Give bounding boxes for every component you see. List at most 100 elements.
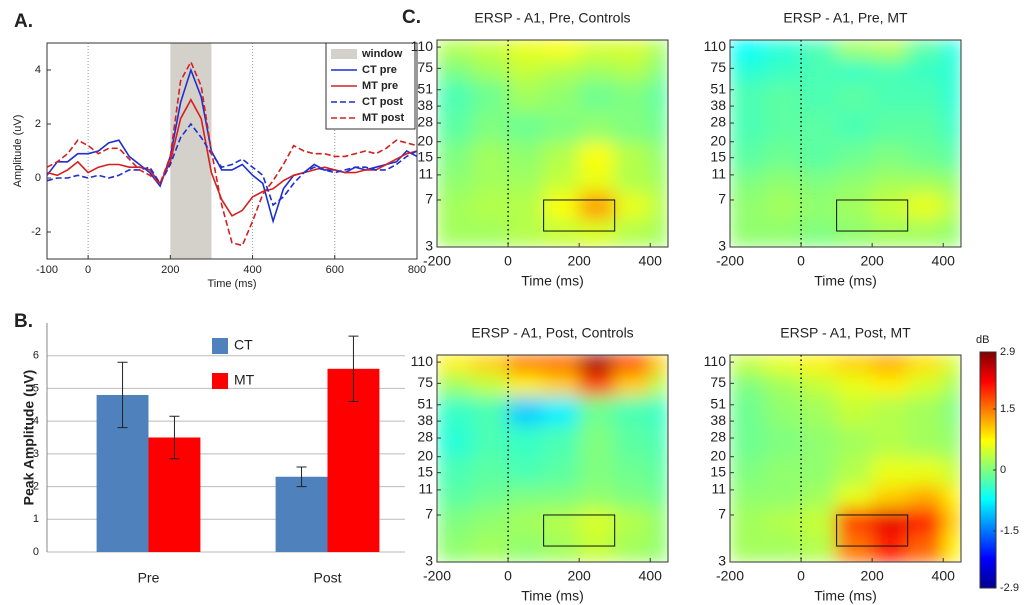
heatmap-cell [800, 507, 838, 535]
heatmap-cell [942, 80, 961, 112]
heatmap-cell [437, 141, 474, 171]
window-band [170, 43, 212, 259]
heatmap-cell [907, 57, 944, 82]
plot-frame [436, 354, 669, 563]
heatmap-cell [907, 355, 944, 374]
heatmap-cell [507, 141, 545, 171]
series-line [46, 122, 418, 207]
heatmap-cell [800, 218, 838, 247]
heatmap-cell [472, 80, 509, 112]
heatmap-cell [472, 110, 509, 143]
heatmap-cell [472, 218, 509, 247]
heatmap-cell [437, 169, 474, 194]
heatmap-cell [543, 456, 580, 486]
heatmap-cell [942, 57, 961, 82]
x-axis-label: Time (ms) [207, 278, 256, 290]
heatmap-cell [649, 80, 668, 112]
heatmap-cell [871, 456, 909, 486]
plot-frame [729, 354, 962, 563]
heatmap-cell [543, 533, 580, 562]
y-tick-label: 0 [33, 546, 39, 558]
heatmap-cell [437, 57, 474, 82]
y-tick-label: -2 [31, 226, 41, 238]
heatmap-cell [907, 192, 944, 220]
heatmap-area [437, 40, 668, 247]
y-tick-label: 7 [425, 506, 433, 522]
y-tick-label: 7 [718, 191, 726, 207]
heatmap-cell [614, 395, 651, 427]
heatmap-cell [437, 40, 474, 59]
heatmap-cell [765, 507, 802, 535]
x-tick-label: Pre [138, 570, 160, 586]
window-box [543, 514, 616, 547]
legend-label: CT post [362, 96, 403, 108]
y-tick-label: 110 [411, 353, 434, 369]
heatmap-cell [507, 456, 545, 486]
heatmap-cell [942, 169, 961, 194]
heatmap-cell [578, 218, 616, 247]
heatmap-cell [543, 372, 580, 397]
heatmap-cell [507, 372, 545, 397]
heatmap-cell [649, 57, 668, 82]
x-tick-label: 200 [161, 264, 179, 276]
heatmap-cell [871, 507, 909, 535]
heatmap-cell [649, 507, 668, 535]
heatmap-cell [543, 425, 580, 458]
heatmap-cell [472, 57, 509, 82]
heatmap-cell [730, 533, 767, 562]
window-box [836, 199, 909, 232]
heatmap-cell [507, 57, 545, 82]
heatmap-cell [836, 141, 873, 171]
x-tick-label: 200 [860, 568, 884, 584]
series-line [46, 98, 418, 217]
y-tick-label: 75 [710, 59, 726, 75]
y-tick-label: 110 [411, 38, 434, 54]
heatmap-cell [730, 169, 767, 194]
heatmap-cell [437, 110, 474, 143]
heatmap-cell [614, 169, 651, 194]
error-bar [169, 415, 180, 460]
heatmap-cell [942, 110, 961, 143]
y-tick-label: 3 [33, 448, 39, 460]
y-tick-label: 11 [711, 481, 726, 497]
heatmap-cell [543, 192, 580, 220]
heatmap-cell [800, 484, 838, 509]
heatmap-cell [472, 355, 509, 374]
heatmap-cell [800, 425, 838, 458]
heatmap-cell [765, 192, 802, 220]
heatmap-cell [907, 533, 944, 562]
heatmap-cell [907, 395, 944, 427]
heatmap-area [730, 355, 961, 562]
x-tick-label: -200 [716, 568, 744, 584]
panel-label: B. [14, 311, 33, 332]
heatmap-cell [907, 141, 944, 171]
heatmap-cell [871, 169, 909, 194]
y-tick-label: 11 [418, 166, 433, 182]
chart-title: ERSP - A1, Post, Controls [471, 325, 633, 341]
x-tick-label: 0 [504, 568, 512, 584]
heatmap-cell [649, 533, 668, 562]
heatmap-cell [543, 141, 580, 171]
heatmap-cell [437, 80, 474, 112]
x-tick-label: -200 [423, 253, 451, 269]
heatmap-cell [871, 192, 909, 220]
y-tick-label: 15 [417, 463, 433, 479]
heatmap-cell [836, 372, 873, 397]
colorbar-tick-label: 1.5 [1000, 403, 1015, 415]
legend-label: CT pre [362, 64, 397, 76]
heatmap-cell [942, 141, 961, 171]
heatmap-cell [765, 141, 802, 171]
y-tick-label: 3 [718, 553, 726, 569]
x-tick-label: 400 [932, 253, 956, 269]
heatmap-cell [543, 57, 580, 82]
heatmap-cell [472, 141, 509, 171]
y-axis-label: Peak Amplitude (uV) [21, 370, 37, 506]
heatmap-cell [614, 110, 651, 143]
heatmap-cell [614, 372, 651, 397]
heatmap-cell [942, 395, 961, 427]
heatmap-cell [836, 110, 873, 143]
heatmap-cell [649, 372, 668, 397]
x-tick-label: Post [313, 570, 341, 586]
x-tick-label: -100 [36, 264, 58, 276]
heatmap-cell [836, 425, 873, 458]
